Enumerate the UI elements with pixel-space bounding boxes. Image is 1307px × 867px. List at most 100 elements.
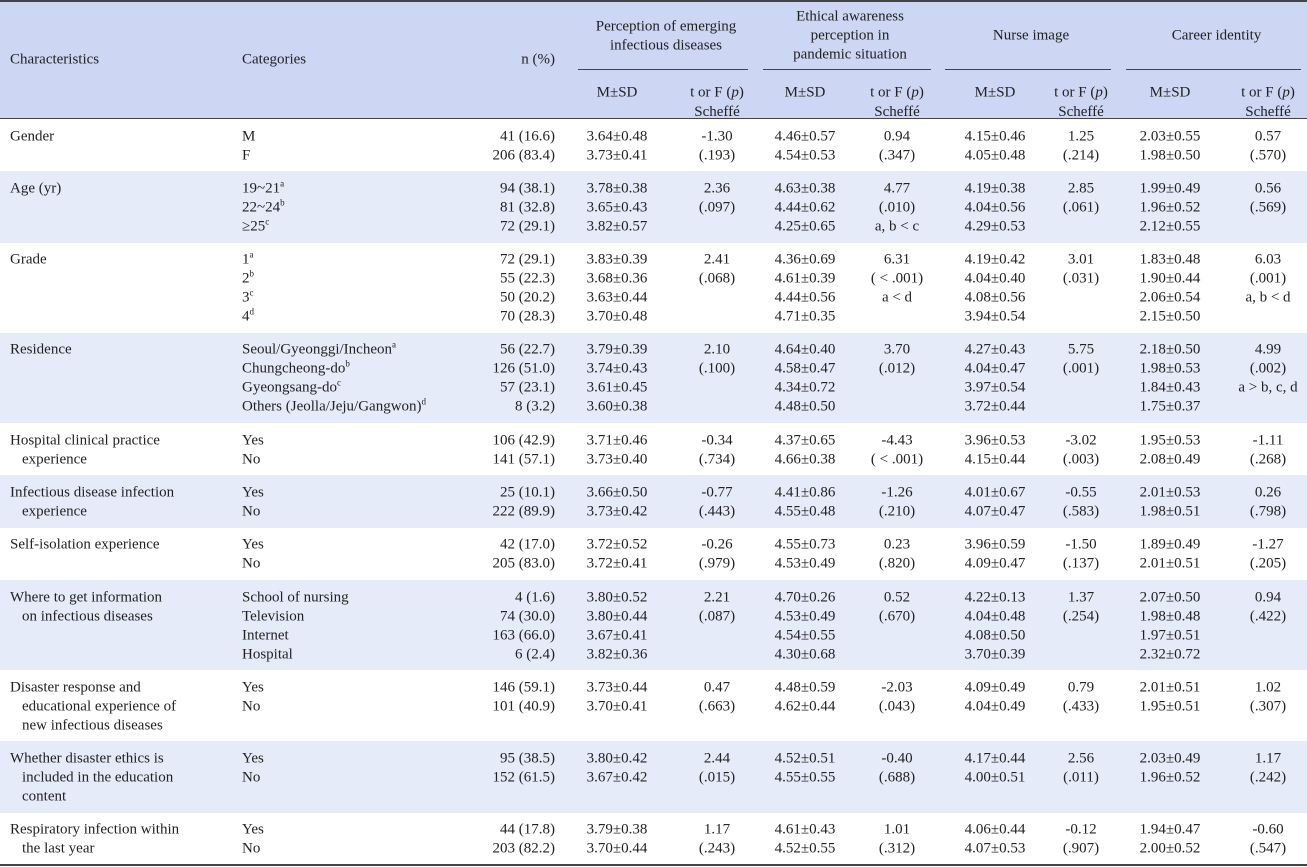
header-cell: Characteristics <box>10 51 100 68</box>
characteristic: Self-isolation experience <box>10 536 160 553</box>
msd-cell: 4.48±0.50 <box>774 398 836 415</box>
category-sup: b <box>345 358 350 369</box>
msd-cell: 3.72±0.44 <box>964 398 1026 415</box>
msd-cell: 4.48±0.59 <box>774 679 836 696</box>
subheader-part: p <box>911 84 919 101</box>
msd-cell: 4.09±0.47 <box>964 555 1026 572</box>
subheader-part: ) <box>1102 84 1108 101</box>
stat-cell: (.254) <box>1062 608 1100 625</box>
n-cell: 56 (22.7) <box>500 341 555 358</box>
stat-cell: -3.02 <box>1065 432 1097 449</box>
group-header: pandemic situation <box>793 46 907 63</box>
msd-cell: 3.73±0.41 <box>586 147 648 164</box>
stat-cell: (.137) <box>1062 555 1100 572</box>
category: No <box>242 503 261 520</box>
category: Chungcheong-dob <box>242 358 350 379</box>
msd-cell: 3.80±0.44 <box>586 608 648 625</box>
stat-cell: 1.02 <box>1254 679 1282 696</box>
stat-cell: (.663) <box>698 698 736 715</box>
stat-cell: (.068) <box>698 270 736 287</box>
msd-cell: 4.58±0.47 <box>774 360 836 377</box>
n-cell: 81 (32.8) <box>500 199 555 216</box>
category: Yes <box>242 432 264 449</box>
group-rule <box>578 69 748 70</box>
stat-cell: 4.77 <box>883 180 911 197</box>
msd-cell: 4.05±0.48 <box>964 147 1026 164</box>
category: Yes <box>242 750 264 767</box>
subheader: t or F (p) <box>1054 84 1108 103</box>
msd-cell: 3.96±0.53 <box>964 432 1026 449</box>
stat-cell: (.015) <box>698 769 736 786</box>
stat-cell: (.061) <box>1062 199 1100 216</box>
n-cell: 55 (22.3) <box>500 270 555 287</box>
header-cell: n (%) <box>521 51 555 68</box>
stat-cell: -0.60 <box>1252 821 1284 838</box>
category-label: 1 <box>242 251 250 268</box>
row-band <box>0 332 1307 424</box>
msd-cell: 1.98±0.53 <box>1139 360 1201 377</box>
subheader: Scheffé <box>694 104 740 120</box>
msd-cell: 4.52±0.55 <box>774 840 836 857</box>
stat-cell: -1.30 <box>701 128 733 145</box>
category: Television <box>242 608 305 625</box>
msd-cell: 4.44±0.62 <box>774 199 836 216</box>
category: ≥25c <box>242 217 269 236</box>
msd-cell: 3.97±0.54 <box>964 379 1026 396</box>
stat-cell: (.443) <box>698 503 736 520</box>
category: No <box>242 769 261 786</box>
stat-cell: ( < .001) <box>870 270 924 287</box>
n-cell: 95 (38.5) <box>500 750 555 767</box>
msd-cell: 4.71±0.35 <box>774 308 836 325</box>
msd-cell: 2.06±0.54 <box>1139 289 1201 306</box>
msd-cell: 2.03±0.49 <box>1139 750 1201 767</box>
msd-cell: 1.98±0.50 <box>1139 147 1201 164</box>
stat-cell: 1.17 <box>1254 750 1282 767</box>
category-label: Gyeongsang-do <box>242 379 337 396</box>
stat-cell: (.570) <box>1249 147 1287 164</box>
msd-cell: 3.71±0.46 <box>586 432 648 449</box>
subheader: t or F (p) <box>1241 84 1295 103</box>
msd-cell: 3.68±0.36 <box>586 270 648 287</box>
msd-cell: 3.83±0.39 <box>586 251 648 268</box>
category: 3c <box>242 288 254 308</box>
n-cell: 25 (10.1) <box>500 484 555 501</box>
n-cell: 72 (29.1) <box>500 218 555 235</box>
msd-cell: 4.07±0.47 <box>964 503 1026 520</box>
msd-cell: 4.55±0.55 <box>774 769 836 786</box>
category: Yes <box>242 536 264 553</box>
stat-cell: -2.03 <box>881 679 913 696</box>
stat-cell: 0.94 <box>1254 589 1282 606</box>
stat-cell: ( < .001) <box>870 451 924 468</box>
n-cell: 141 (57.1) <box>492 451 556 468</box>
n-cell: 6 (2.4) <box>515 646 555 663</box>
category-sup: d <box>249 306 255 317</box>
msd-cell: 3.65±0.43 <box>586 199 648 216</box>
stat-cell: (.670) <box>878 608 916 625</box>
msd-cell: 4.15±0.44 <box>964 451 1026 468</box>
n-cell: 222 (89.9) <box>492 503 556 520</box>
characteristic: new infectious diseases <box>22 717 163 734</box>
characteristic: Where to get information <box>10 589 163 606</box>
msd-cell: 4.29±0.53 <box>964 218 1026 235</box>
msd-cell: 3.79±0.39 <box>586 341 648 358</box>
category-label: 3 <box>242 289 250 306</box>
n-cell: 146 (59.1) <box>492 679 556 696</box>
bottom-rule <box>0 864 1307 866</box>
characteristic: Residence <box>10 341 72 358</box>
msd-cell: 2.15±0.50 <box>1139 308 1201 325</box>
msd-cell: 3.60±0.38 <box>586 398 648 415</box>
group-rule <box>945 69 1111 70</box>
group-header: Ethical awareness <box>796 8 904 25</box>
msd-cell: 2.00±0.52 <box>1139 840 1201 857</box>
group-header: Nurse image <box>992 27 1070 44</box>
subheader: M±SD <box>1149 84 1191 101</box>
stat-cell: (.433) <box>1062 698 1100 715</box>
stat-cell: (.205) <box>1249 555 1287 572</box>
stat-cell: 3.70 <box>883 341 911 358</box>
stat-cell: -0.40 <box>881 750 913 767</box>
stat-cell: a > b, c, d <box>1238 379 1298 396</box>
msd-cell: 3.78±0.38 <box>586 180 648 197</box>
subheader: M±SD <box>596 84 638 101</box>
category: No <box>242 698 261 715</box>
msd-cell: 1.75±0.37 <box>1139 398 1201 415</box>
